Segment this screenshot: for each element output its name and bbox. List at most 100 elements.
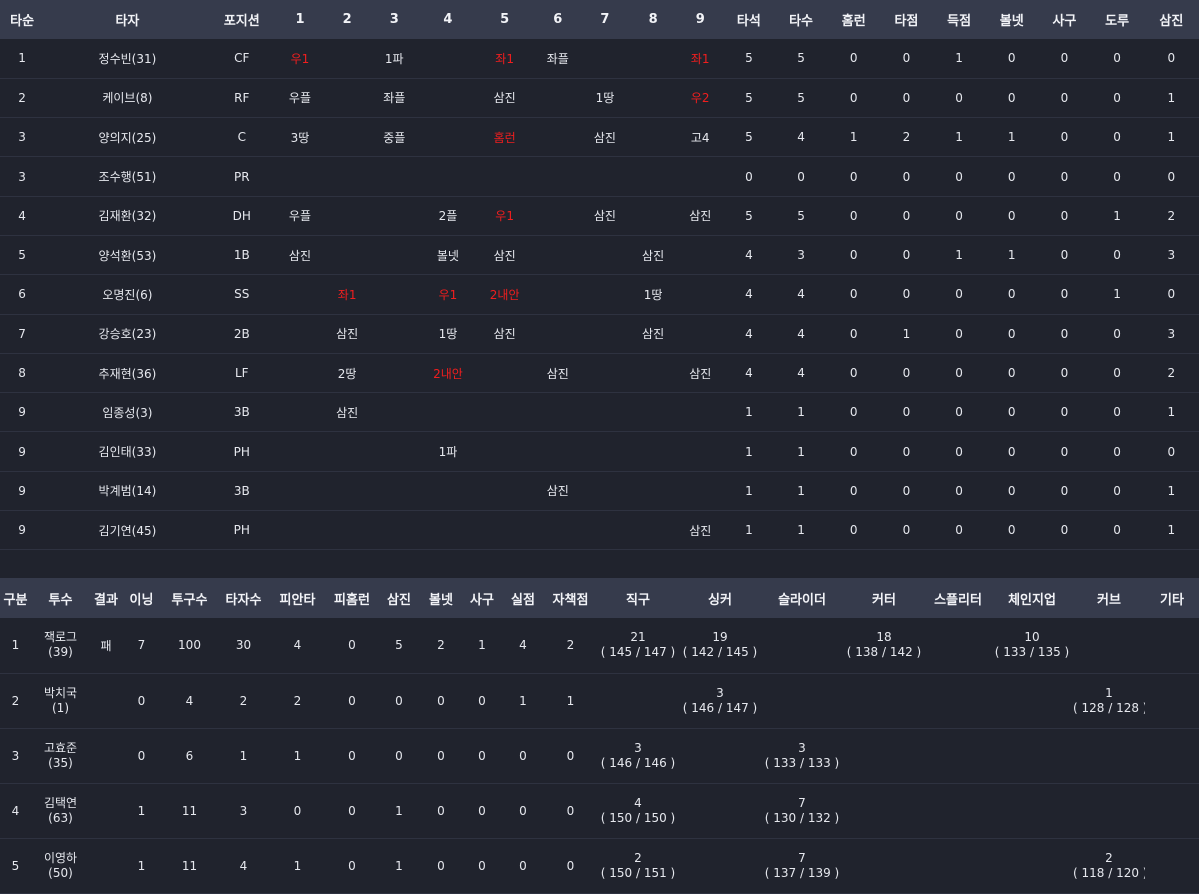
inning-result: 1파: [421, 431, 475, 472]
inning-result: [272, 274, 328, 315]
pitch-count: 1: [1105, 685, 1113, 700]
pitch-type-cell: [843, 673, 925, 729]
batter-stat: 0: [723, 156, 775, 197]
pitcher-row: 2 박치국 (1) 0 4 2 2 0 0 0 0 1 1 3( 146 / 147 ) 1( 128 / …: [0, 673, 1199, 729]
pitch-type-cell: [679, 728, 761, 784]
inning-result: [580, 235, 630, 276]
inning-result: [272, 314, 328, 354]
batting-header-cell: 2: [327, 0, 368, 39]
inning-result: [421, 117, 475, 158]
inning-result: [534, 196, 581, 236]
batter-name: 양석환(53): [44, 235, 211, 276]
pitcher-stat: 7: [122, 618, 161, 674]
pitcher-result: [90, 728, 122, 784]
batter-name: 정수빈(31): [44, 39, 211, 79]
batting-header-cell: 포지션: [210, 0, 273, 39]
batter-stat: 3: [1143, 314, 1199, 354]
pitch-type-cell: 2( 150 / 151 ): [597, 838, 679, 894]
pitcher-index: 4: [0, 783, 31, 839]
batter-stat: 0: [1090, 78, 1144, 119]
pitch-type-cell: 19( 142 / 145 ): [679, 618, 761, 674]
batting-header-cell: 5: [474, 0, 535, 39]
inning-result: 삼진: [327, 314, 368, 354]
batter-stat: 1: [774, 392, 828, 433]
batter-stat: 0: [827, 314, 880, 354]
batter-name: 임종성(3): [44, 392, 211, 433]
pitcher-stat: 1: [269, 838, 326, 894]
pitch-type-cell: [925, 838, 991, 894]
pitcher-stat: 0: [122, 728, 161, 784]
inning-result: [677, 235, 724, 276]
batter-stat: 0: [932, 78, 986, 119]
pitcher-stat: 0: [462, 838, 502, 894]
pitching-header-cell: 피안타: [269, 578, 326, 618]
pitch-type-cell: [761, 618, 843, 674]
pitcher-name-cell: 김택연 (63): [31, 783, 90, 839]
pitcher-stat: 11: [161, 838, 218, 894]
inning-result: [327, 431, 368, 472]
inning-result: 좌플: [367, 78, 422, 119]
pitch-count: 18: [876, 630, 892, 645]
batting-order: 6: [0, 274, 45, 315]
pitcher-row: 5 이영하 (50) 1 11 4 1 0 1 0 0 0 0 2( 150 / 151 ) 7( 137 …: [0, 838, 1199, 894]
batter-stat: 0: [932, 156, 986, 197]
batter-row: 9 김기연(45) PH 삼진 1 1 0 0 0 0 0 0 1: [0, 510, 1199, 551]
pitch-type-cell: [1145, 783, 1199, 839]
batter-row: 9 임종성(3) 3B 삼진 1 1 0 0 0 0 0 0 1: [0, 392, 1199, 433]
inning-result: [272, 353, 328, 394]
inning-result: 1땅: [421, 314, 475, 354]
pitch-type-cell: 1( 128 / 128 ): [1073, 673, 1145, 729]
pitch-type-cell: 4( 150 / 150 ): [597, 783, 679, 839]
pitch-speed: ( 133 / 135 ): [994, 645, 1070, 660]
pitch-count: 3: [716, 685, 724, 700]
batting-header-cell: 3: [367, 0, 422, 39]
batter-stat: 0: [985, 78, 1039, 119]
batter-stat: 1: [723, 392, 775, 433]
batter-stat: 1: [1143, 471, 1199, 512]
pitching-header-cell: 직구: [597, 578, 679, 618]
batter-row: 3 조수행(51) PR 0 0 0 0 0 0 0 0 0: [0, 156, 1199, 197]
inning-result: [629, 431, 678, 472]
batter-stat: 0: [1038, 78, 1091, 119]
pitch-count: 7: [798, 850, 806, 865]
pitch-count: 2: [634, 850, 642, 865]
pitcher-name-cell: 고효준 (35): [31, 728, 90, 784]
pitcher-stat: 0: [420, 838, 462, 894]
batting-header-cell: 타자: [44, 0, 211, 39]
inning-result: 삼진: [474, 78, 535, 119]
inning-result: 삼진: [629, 314, 678, 354]
batter-position: LF: [210, 353, 273, 394]
batter-row: 1 정수빈(31) CF 우1 1파 좌1 좌플 좌1 5 5 0 0 1 0 0 0 0: [0, 39, 1199, 79]
pitching-header-cell: 결과: [90, 578, 122, 618]
pitcher-row: 4 김택연 (63) 1 11 3 0 0 1 0 0 0 0 4( 150 / 150 ) 7( 130 …: [0, 783, 1199, 839]
batting-header-cell: 1: [272, 0, 328, 39]
inning-result: [367, 314, 422, 354]
pitcher-result: [90, 673, 122, 729]
inning-result: 우플: [272, 78, 328, 119]
pitch-count: 4: [634, 795, 642, 810]
pitching-header-cell: 체인지업: [991, 578, 1073, 618]
batter-stat: 0: [879, 431, 933, 472]
batter-stat: 0: [985, 39, 1039, 79]
batter-stat: 4: [774, 353, 828, 394]
inning-result: [474, 353, 535, 394]
batting-order: 7: [0, 314, 45, 354]
batting-table: 타순 타자 포지션 1 2 3 4 5 6 7 8 9 타석 타수 홈런 타점 득점 볼넷 사구 도루 삼진 1 정수빈(…: [0, 0, 1199, 551]
inning-result: [421, 392, 475, 433]
inning-result: [629, 196, 678, 236]
batter-stat: 1: [1090, 196, 1144, 236]
pitch-speed: ( 146 / 147 ): [682, 700, 758, 715]
pitcher-result: [90, 838, 122, 894]
inning-result: [677, 392, 724, 433]
batter-stat: 2: [879, 117, 933, 158]
pitcher-stat: 1: [544, 673, 597, 729]
pitch-speed: ( 133 / 133 ): [764, 755, 840, 770]
batter-stat: 1: [1143, 78, 1199, 119]
batter-stat: 5: [723, 196, 775, 236]
inning-result: [474, 392, 535, 433]
pitch-count: 19: [712, 630, 728, 645]
batter-stat: 4: [774, 314, 828, 354]
inning-result: [421, 156, 475, 197]
pitching-header-cell: 타자수: [218, 578, 269, 618]
pitch-type-cell: 2( 118 / 120 ): [1073, 838, 1145, 894]
